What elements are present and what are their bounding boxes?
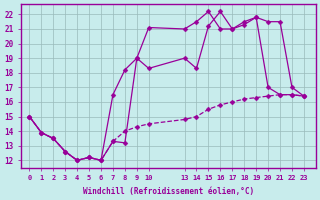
X-axis label: Windchill (Refroidissement éolien,°C): Windchill (Refroidissement éolien,°C): [83, 187, 254, 196]
